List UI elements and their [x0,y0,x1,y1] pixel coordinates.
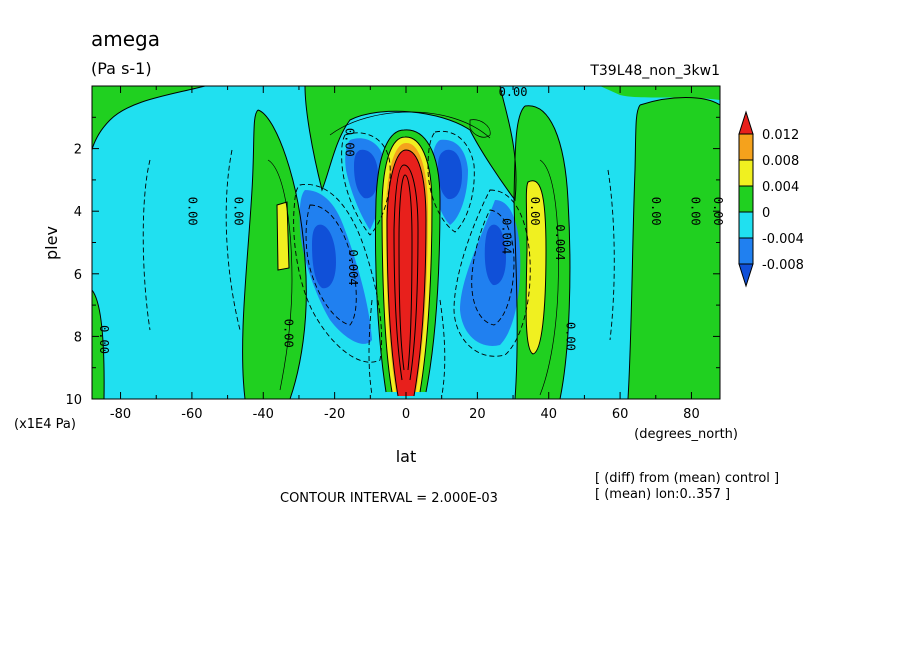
contour-labels: 0.00 0.00 0.00 0.00 0.00 0.00 0.004 0.00 0.004 0.… [97,85,725,354]
y-tick-label: 8 [74,330,82,345]
green-region-far-north [628,97,720,399]
contour-yellow-south [276,201,290,271]
x-axis-label: lat [396,447,417,466]
contour-thin-top-center [329,111,491,139]
colorbar-label: 0 [762,206,770,221]
contour-label: 0.00 [688,197,702,226]
dashed-contour-southwest-upper [341,132,391,236]
x-tick-label: 20 [469,407,486,422]
dashed-contour-equator-north [439,299,446,396]
contour-thin-north [539,159,559,396]
dashed-contour-southwest-inner [305,204,357,326]
yellow-patch-south [277,202,289,270]
chart-units: (Pa s-1) [91,59,152,78]
contour-label: 0.004 [553,224,567,260]
note-mean: [ (mean) lon:0..357 ] [595,487,730,502]
darkblue-core-southwest-upper [354,149,378,199]
contour-equator-mid [381,136,433,393]
contour-label: 0.00 [185,197,199,226]
zero-contour-far-south [92,289,105,399]
zero-contour-far-north [627,97,720,399]
x-tick-label: 80 [683,407,700,422]
zero-contour-south-upper [92,86,206,151]
x-tick-label: 40 [540,407,557,422]
x-tick-label: -20 [324,407,345,422]
dashed-contour-equator-south [368,299,373,396]
contour-lines [92,86,720,399]
contour-equator-core-2 [398,174,413,371]
x-tick-label: -40 [253,407,274,422]
contour-label: 0.00 [649,197,663,226]
contour-thin-top-ring [469,119,491,138]
contour-equator-inner [386,149,427,397]
contour-label: 0.00 [528,197,542,226]
x-tick-label: 60 [612,407,629,422]
contour-yellow-north [525,180,547,355]
colorbar-segment [738,159,754,187]
x-axis: -80 -60 -40 -20 0 20 40 60 80 [110,86,700,422]
y-axis: 2 4 6 8 10 [65,116,720,408]
contour-equator-core-1 [393,164,419,381]
green-region-column-south [242,110,307,399]
darkblue-core-northeast [484,224,506,286]
green-region-north-top [600,86,720,100]
contour-label: 0.004 [499,218,513,254]
contour-label: 0.00 [342,128,356,157]
dashed-contour-northeast-inner [471,209,515,326]
contour-thin-south [267,159,293,391]
colorbar-upper-triangle [738,110,754,135]
chart-title: amega [91,27,160,51]
colorbar-segment [738,185,754,213]
x-tick-label: -80 [110,407,131,422]
green-region-upper-center [305,86,517,200]
contour-field [92,86,720,399]
experiment-label: T39L48_non_3kw1 [589,63,720,79]
zero-contour-column-north [513,105,571,399]
contour-interval-text: CONTOUR INTERVAL = 2.000E-03 [280,491,498,506]
colorbar-label: 0.004 [762,180,799,195]
dashed-contour-column-south [225,149,241,331]
yellow-patch-north [526,180,546,354]
colorbar-segment [738,211,754,239]
colorbar: 0.012 0.008 0.004 0 -0.004 -0.008 [738,110,804,288]
colorbar-label: -0.008 [762,258,804,273]
contour-label: 0.00 [499,85,528,99]
colorbar-segment [738,237,754,265]
negative-contours [142,130,615,396]
y-axis-label: plev [42,226,61,260]
zero-contour-upper-center [304,86,517,202]
y-axis-units: (x1E4 Pa) [14,417,76,432]
darkblue-core-southwest [312,224,336,289]
y-tick-label: 10 [65,393,82,408]
green-region-south-band [92,86,205,150]
note-diff: [ (diff) from (mean) control ] [595,471,779,486]
dashed-contour-far-south [142,159,151,331]
dashed-contour-far-north [607,169,615,341]
contour-label: 0.004 [346,249,360,285]
x-axis-units: (degrees_north) [634,427,738,442]
y-tick-label: 6 [74,268,82,283]
colorbar-label: 0.012 [762,128,799,143]
y-tick-label: 2 [74,143,82,158]
y-tick-label: 4 [74,205,82,220]
contour-label: 0.00 [564,322,578,351]
darkblue-core-northeast-upper [438,149,462,200]
dashed-contour-northeast-upper [427,130,475,233]
colorbar-label: 0.008 [762,154,799,169]
contour-label: 0.00 [232,197,246,226]
x-tick-label: 0 [402,407,410,422]
colorbar-lower-triangle [738,263,754,288]
contour-label: 0.00 [97,325,111,354]
dashed-contour-southwest-outer [293,184,383,363]
x-tick-label: -60 [181,407,202,422]
contour-label: 0.00 [282,319,296,348]
dashed-contour-northeast-outer [453,189,531,357]
zero-contour-column-south [242,109,307,399]
colorbar-label: -0.004 [762,232,804,247]
green-region-far-south [92,290,105,399]
colorbar-segment [738,133,754,161]
